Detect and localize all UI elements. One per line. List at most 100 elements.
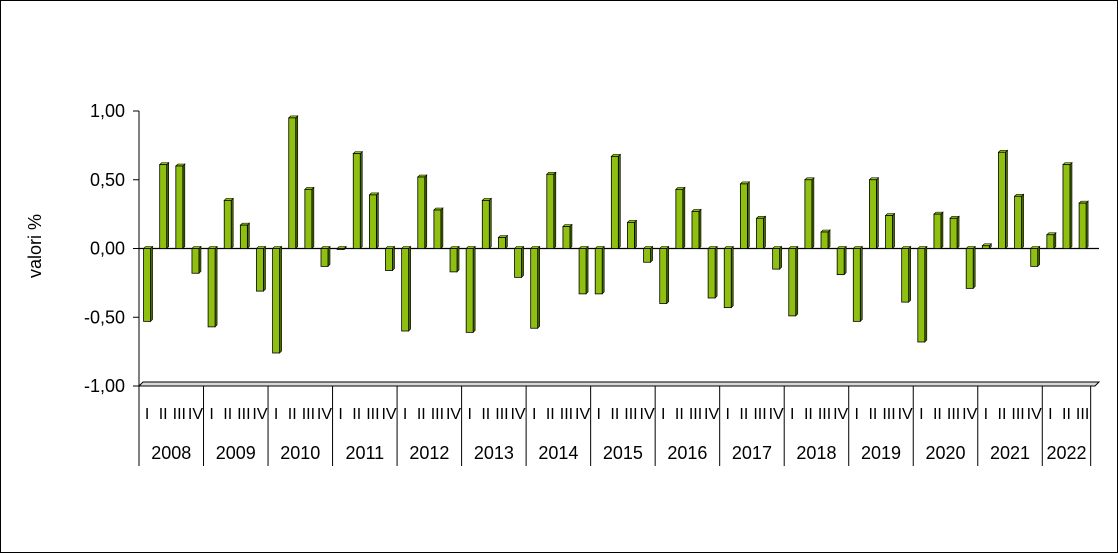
bar: [400, 245, 412, 332]
bar-front: [885, 215, 893, 249]
bar: [1078, 200, 1089, 250]
year-label: 2022: [1046, 443, 1086, 463]
quarter-label: I: [919, 406, 923, 423]
quarter-label: IV: [833, 406, 848, 423]
year-label: 2014: [538, 443, 578, 463]
quarter-label: III: [431, 406, 444, 423]
bar: [900, 245, 912, 303]
bar-front: [804, 179, 813, 249]
bar-front: [1030, 248, 1039, 267]
bar: [529, 245, 541, 329]
quarter-label: III: [753, 406, 766, 423]
quarter-label: IV: [1027, 406, 1042, 423]
bar-front: [869, 179, 877, 249]
y-tick-label: 0,50: [90, 170, 125, 190]
bar-front: [998, 151, 1006, 249]
bar-front: [852, 248, 861, 322]
bar-front: [1078, 202, 1087, 249]
quarter-label: II: [417, 406, 426, 423]
year-label: 2011: [345, 443, 384, 463]
quarter-label: IV: [704, 406, 719, 423]
bar-front: [820, 231, 829, 249]
quarter-label: I: [855, 406, 859, 423]
bar: [368, 192, 380, 250]
bar: [562, 223, 573, 250]
bar: [336, 245, 347, 251]
bar: [884, 212, 896, 250]
bar: [1046, 232, 1057, 250]
quarter-label: IV: [962, 406, 977, 423]
y-axis-label: valori %: [25, 214, 45, 278]
quarter-label: III: [495, 406, 508, 423]
bar: [997, 149, 1009, 250]
quarter-label: III: [1011, 406, 1024, 423]
quarter-label: IV: [640, 406, 655, 423]
quarter-label: IV: [317, 406, 332, 423]
chart-floor: [137, 381, 1101, 387]
bar: [949, 215, 960, 250]
bar-front: [917, 248, 926, 343]
bar: [868, 177, 880, 250]
year-label: 2021: [990, 443, 1030, 463]
bar: [771, 245, 783, 270]
bar: [191, 245, 202, 274]
bar: [642, 245, 654, 263]
quarter-label: II: [675, 406, 684, 423]
quarter-label: IV: [188, 406, 203, 423]
quarter-label: III: [173, 406, 186, 423]
quarter-label: IV: [575, 406, 590, 423]
bar: [1029, 245, 1041, 268]
bar: [288, 115, 299, 250]
quarter-label: IV: [898, 406, 913, 423]
quarter-label: III: [689, 406, 702, 423]
bar: [546, 171, 557, 250]
quarter-label: II: [610, 406, 619, 423]
year-label: 2015: [603, 443, 643, 463]
quarter-label: IV: [510, 406, 525, 423]
bar-front: [901, 248, 910, 303]
bar-front: [143, 248, 151, 322]
bar-front: [514, 248, 522, 278]
bar: [175, 163, 186, 250]
bar: [481, 197, 493, 250]
bar: [513, 245, 525, 279]
year-label: 2017: [732, 443, 772, 463]
bar-front: [368, 194, 377, 249]
y-tick-label: 0,00: [90, 239, 125, 259]
bar-front: [336, 248, 345, 250]
quarter-label: I: [209, 406, 213, 423]
quarter-label: III: [366, 406, 379, 423]
bar-front: [481, 199, 490, 249]
bar-layer: [142, 115, 1089, 354]
bar-front: [675, 188, 684, 249]
bar: [933, 211, 944, 250]
bar-front: [772, 248, 781, 270]
bar: [1062, 161, 1073, 250]
quarter-label: II: [998, 406, 1007, 423]
bar-front: [836, 248, 845, 276]
quarter-label: IV: [252, 406, 267, 423]
bar: [788, 245, 799, 317]
quarter-label: I: [661, 406, 665, 423]
bar: [852, 245, 864, 323]
bar: [707, 245, 718, 299]
bar-front: [562, 226, 571, 249]
quarter-label: I: [274, 406, 278, 423]
bar: [820, 229, 831, 250]
quarter-label: II: [352, 406, 361, 423]
bar-front: [949, 217, 958, 249]
bar: [659, 245, 670, 305]
quarter-label: I: [790, 406, 794, 423]
quarter-label: I: [145, 406, 149, 423]
bar: [497, 234, 509, 250]
bar-front: [578, 248, 587, 295]
axis-layer: [133, 110, 1101, 466]
quarter-label: III: [237, 406, 250, 423]
bar: [271, 245, 283, 354]
bar: [836, 245, 847, 276]
bar-front: [610, 155, 619, 249]
bar: [578, 245, 589, 295]
year-label: 2009: [216, 443, 256, 463]
